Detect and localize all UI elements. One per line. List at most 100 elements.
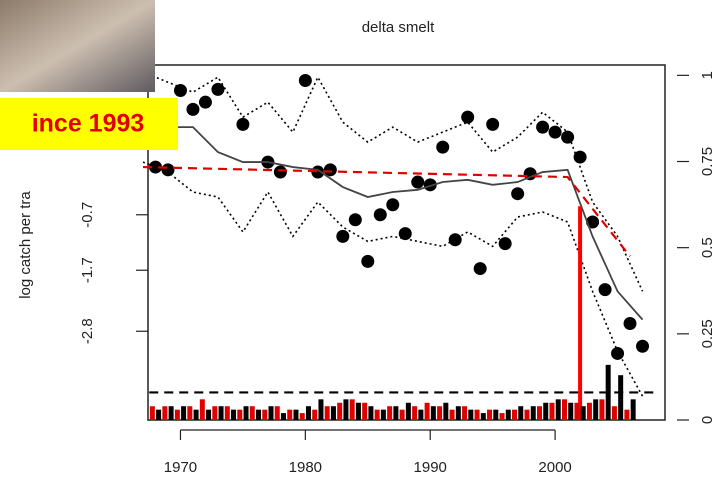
data-point xyxy=(336,229,350,243)
bar xyxy=(593,399,599,420)
x-tick-label: 2000 xyxy=(538,459,571,476)
bar xyxy=(224,406,230,420)
data-point xyxy=(561,130,575,144)
data-point xyxy=(436,140,450,154)
bar xyxy=(586,402,592,420)
x-tick-label: 1980 xyxy=(289,459,322,476)
bar xyxy=(256,409,262,420)
bar xyxy=(493,409,499,420)
bar xyxy=(561,399,567,420)
bar xyxy=(206,409,212,420)
x-tick-label: 1970 xyxy=(164,459,197,476)
data-point xyxy=(573,150,587,164)
bar xyxy=(605,364,611,420)
y2-tick-label: 0.25 xyxy=(699,319,716,348)
bar xyxy=(424,402,430,420)
bar xyxy=(487,409,493,420)
data-point xyxy=(448,233,462,247)
bar xyxy=(337,402,343,420)
bar xyxy=(305,406,311,420)
y2-tick-label: 0 xyxy=(699,416,716,424)
bar xyxy=(293,409,299,420)
bar xyxy=(156,409,162,420)
bar xyxy=(162,406,168,420)
bar xyxy=(374,409,380,420)
bar xyxy=(536,406,542,420)
bar xyxy=(181,406,187,420)
data-point xyxy=(373,208,387,222)
data-point xyxy=(386,198,400,212)
data-point xyxy=(611,346,625,360)
bar xyxy=(187,406,193,420)
bar xyxy=(312,409,318,420)
bar xyxy=(399,409,405,420)
bar xyxy=(462,406,468,420)
data-point xyxy=(636,339,650,353)
data-point xyxy=(348,213,362,227)
bar xyxy=(318,399,324,420)
x-tick-label: 1990 xyxy=(414,459,447,476)
data-point xyxy=(623,316,637,330)
bar xyxy=(468,409,474,420)
data-point xyxy=(198,95,212,109)
data-point xyxy=(536,120,550,134)
bar xyxy=(231,409,237,420)
bar xyxy=(405,402,411,420)
y-tick-label: -2.8 xyxy=(79,318,96,344)
bar xyxy=(530,406,536,420)
bar xyxy=(168,406,174,420)
data-point xyxy=(148,160,162,174)
y2-tick-label: 0.75 xyxy=(699,147,716,176)
y2-tick-label: 0.5 xyxy=(699,237,716,258)
bar xyxy=(362,402,368,420)
y-axis-label: log catch per tra xyxy=(17,191,34,299)
bar xyxy=(618,375,624,420)
bar xyxy=(249,406,255,420)
y-tick-label: -0.7 xyxy=(79,202,96,228)
data-point xyxy=(598,283,612,297)
bar xyxy=(599,399,605,420)
bar xyxy=(299,413,305,420)
bar xyxy=(343,399,349,420)
bar xyxy=(355,402,361,420)
banner xyxy=(0,98,178,150)
data-point xyxy=(486,117,500,131)
chart-title: delta smelt xyxy=(362,19,435,36)
bar xyxy=(474,409,480,420)
bar xyxy=(543,402,549,420)
bar xyxy=(212,406,218,420)
bar xyxy=(280,413,286,420)
bar xyxy=(193,409,199,420)
line xyxy=(142,126,644,321)
bar xyxy=(524,409,530,420)
bar xyxy=(611,406,617,420)
bar xyxy=(412,406,418,420)
bar xyxy=(580,406,586,420)
bar xyxy=(449,409,455,420)
bar xyxy=(630,399,636,420)
bar xyxy=(499,413,505,420)
y2-tick-label: 1 xyxy=(699,71,716,79)
bar xyxy=(274,406,280,420)
bar xyxy=(174,409,180,420)
data-point xyxy=(186,102,200,116)
bar xyxy=(418,409,424,420)
fish-photo xyxy=(0,0,155,92)
bar xyxy=(430,406,436,420)
bar xyxy=(574,402,580,420)
data-point xyxy=(173,84,187,98)
data-point xyxy=(298,74,312,88)
bar xyxy=(368,406,374,420)
bar xyxy=(287,409,293,420)
line xyxy=(142,71,644,292)
bar xyxy=(262,409,268,420)
bar xyxy=(505,409,511,420)
bar xyxy=(443,402,449,420)
data-point xyxy=(361,254,375,268)
data-point xyxy=(398,227,412,241)
bar xyxy=(555,399,561,420)
bar xyxy=(237,409,243,420)
bar xyxy=(568,402,574,420)
bar xyxy=(349,399,355,420)
banner-text: ince 1993 xyxy=(32,110,145,138)
